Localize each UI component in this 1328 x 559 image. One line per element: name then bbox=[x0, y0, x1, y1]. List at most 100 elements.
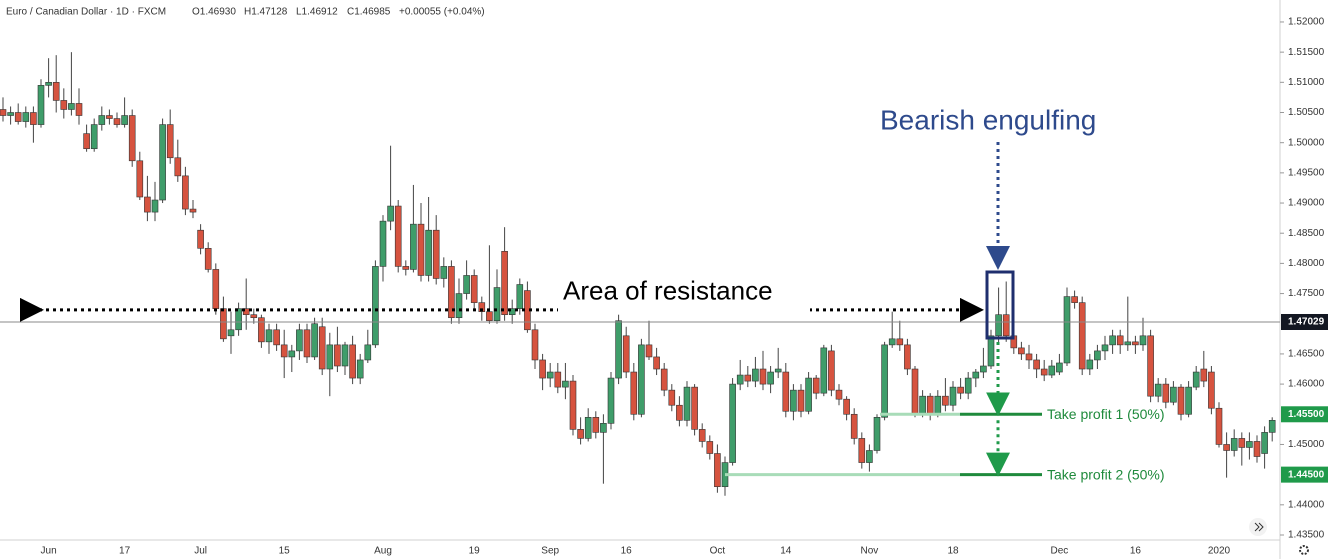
y-tick-label: 1.47500 bbox=[1288, 288, 1325, 299]
y-tick-label: 1.49000 bbox=[1288, 198, 1325, 209]
candle-body bbox=[1215, 407, 1223, 445]
candle-body bbox=[1132, 341, 1139, 346]
candle-body bbox=[584, 416, 592, 439]
x-tick-label: 16 bbox=[621, 546, 633, 557]
y-tick-label: 1.51000 bbox=[1288, 77, 1325, 88]
candle-body bbox=[1116, 335, 1124, 346]
x-tick-label: Aug bbox=[374, 546, 392, 557]
y-tick-label: 1.50500 bbox=[1288, 107, 1325, 118]
candle-body bbox=[531, 329, 539, 361]
candle-body bbox=[752, 368, 759, 382]
candle-body bbox=[1040, 368, 1048, 376]
candle-body bbox=[820, 347, 828, 394]
candle-body bbox=[204, 248, 212, 270]
candle-body bbox=[736, 374, 744, 385]
candle-body bbox=[516, 284, 524, 309]
candle-body bbox=[714, 453, 721, 488]
candle-body bbox=[75, 103, 83, 116]
x-tick-label: Sep bbox=[541, 546, 559, 557]
candle-body bbox=[37, 85, 45, 125]
candle-body bbox=[174, 157, 182, 177]
candle-body bbox=[1124, 341, 1132, 346]
candle-body bbox=[805, 377, 812, 412]
candle-body bbox=[372, 266, 379, 346]
take-profit-price: 1.45500 bbox=[1288, 409, 1325, 420]
candle-body bbox=[1261, 432, 1268, 454]
scroll-button[interactable] bbox=[1249, 518, 1267, 536]
y-tick-label: 1.50000 bbox=[1288, 137, 1325, 148]
candle-body bbox=[1048, 365, 1056, 376]
candle-body bbox=[645, 344, 653, 358]
candle-body bbox=[698, 429, 706, 442]
candle-body bbox=[159, 124, 166, 201]
last-price-label: 1.47029 bbox=[1288, 317, 1325, 328]
candle-body bbox=[303, 329, 311, 358]
take-profit-label: Take profit 2 (50%) bbox=[1047, 466, 1165, 482]
candle-body bbox=[121, 115, 128, 125]
candle-body bbox=[106, 115, 113, 119]
candle-body bbox=[942, 395, 949, 406]
x-tick-label: 16 bbox=[1130, 546, 1142, 557]
candle-body bbox=[22, 112, 30, 122]
candle-body bbox=[1078, 302, 1086, 370]
candle-body bbox=[432, 229, 440, 279]
settings-icon[interactable] bbox=[1299, 545, 1309, 555]
candle-body bbox=[539, 359, 546, 379]
candle-body bbox=[888, 338, 896, 346]
candle-body bbox=[1033, 359, 1040, 370]
candle-body bbox=[926, 395, 934, 415]
symbol: Euro / Canadian Dollar · 1D · FXCM bbox=[6, 7, 166, 18]
quote-low: L1.46912 bbox=[296, 7, 338, 18]
candle-body bbox=[919, 395, 926, 415]
candle-body bbox=[45, 82, 52, 86]
candle-body bbox=[30, 112, 37, 125]
candle-body bbox=[410, 223, 417, 270]
candle-body bbox=[14, 112, 22, 122]
candle-body bbox=[98, 115, 106, 125]
x-tick-label: 17 bbox=[119, 546, 131, 557]
take-profit-price-box bbox=[1281, 466, 1328, 483]
y-tick-label: 1.46500 bbox=[1288, 349, 1325, 360]
candle-body bbox=[828, 350, 835, 391]
candle-body bbox=[463, 275, 470, 294]
quote-high: H1.47128 bbox=[244, 7, 288, 18]
candle-body bbox=[1200, 368, 1208, 382]
y-tick-label: 1.46000 bbox=[1288, 379, 1325, 390]
candle-body bbox=[189, 208, 197, 213]
candle-body bbox=[782, 371, 790, 412]
candle-body bbox=[265, 329, 273, 343]
candle-body bbox=[691, 386, 698, 430]
candle-body bbox=[607, 377, 615, 424]
quote-close: C1.46985 bbox=[347, 7, 391, 18]
candle-body bbox=[151, 199, 159, 213]
candle-body bbox=[1170, 386, 1177, 403]
quote-change: +0.00055 (+0.04%) bbox=[399, 7, 485, 18]
take-profit-price: 1.44500 bbox=[1288, 469, 1325, 480]
candle-body bbox=[911, 368, 919, 415]
candle-body bbox=[296, 329, 303, 352]
candle-body bbox=[227, 329, 235, 337]
y-tick-label: 1.45000 bbox=[1288, 439, 1325, 450]
candle-body bbox=[790, 389, 797, 412]
candle-body bbox=[212, 269, 220, 309]
candle-body bbox=[7, 112, 14, 116]
candle-body bbox=[0, 109, 7, 116]
candle-body bbox=[1109, 335, 1116, 346]
candle-body bbox=[1056, 362, 1063, 373]
candle-body bbox=[83, 133, 90, 150]
candle-body bbox=[1185, 386, 1192, 415]
candle-body bbox=[364, 344, 372, 361]
candle-body bbox=[1230, 438, 1238, 451]
candle-body bbox=[676, 404, 683, 421]
candle-body bbox=[668, 389, 676, 406]
candle-body bbox=[1253, 441, 1261, 457]
x-tick-label: 15 bbox=[279, 546, 291, 557]
candle-body bbox=[600, 423, 607, 433]
candle-body bbox=[220, 308, 227, 340]
candle-body bbox=[972, 371, 980, 379]
candle-body bbox=[318, 326, 326, 370]
candle-body bbox=[1192, 371, 1200, 388]
candle-body bbox=[60, 100, 68, 110]
